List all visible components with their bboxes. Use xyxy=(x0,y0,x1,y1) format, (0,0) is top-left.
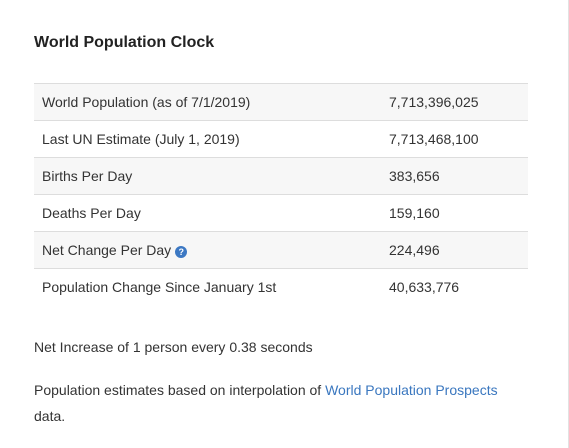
table-row: Population Change Since January 1st 40,6… xyxy=(34,268,528,306)
table-row: Last UN Estimate (July 1, 2019) 7,713,46… xyxy=(34,120,528,158)
question-circle-icon[interactable]: ? xyxy=(175,246,188,258)
table-row: Net Change Per Day? 224,496 xyxy=(34,231,528,269)
row-label: Population Change Since January 1st xyxy=(34,268,381,306)
estimates-prefix: Population estimates based on interpolat… xyxy=(34,382,326,398)
row-label: World Population (as of 7/1/2019) xyxy=(34,83,381,121)
row-label-cell: Net Change Per Day? xyxy=(34,231,381,269)
table-row: Births Per Day 383,656 xyxy=(34,157,528,195)
net-increase-text: Net Increase of 1 person every 0.38 seco… xyxy=(34,339,313,355)
estimates-note: Population estimates based on interpolat… xyxy=(34,377,514,429)
row-value: 7,713,396,025 xyxy=(381,83,528,121)
row-value: 40,633,776 xyxy=(381,268,528,306)
row-value: 159,160 xyxy=(381,194,528,232)
row-value: 383,656 xyxy=(381,157,528,195)
estimates-suffix: data. xyxy=(34,408,66,424)
population-stats-table: World Population (as of 7/1/2019) 7,713,… xyxy=(34,83,528,306)
row-label: Net Change Per Day xyxy=(42,242,172,258)
table-row: Deaths Per Day 159,160 xyxy=(34,194,528,232)
row-label: Births Per Day xyxy=(34,157,381,195)
table-row: World Population (as of 7/1/2019) 7,713,… xyxy=(34,83,528,121)
world-population-prospects-link[interactable]: World Population Prospects xyxy=(325,382,498,398)
row-value: 7,713,468,100 xyxy=(381,120,528,158)
widget-title: World Population Clock xyxy=(34,34,215,51)
row-value: 224,496 xyxy=(381,231,528,269)
row-label: Deaths Per Day xyxy=(34,194,381,232)
row-label: Last UN Estimate (July 1, 2019) xyxy=(34,120,381,158)
